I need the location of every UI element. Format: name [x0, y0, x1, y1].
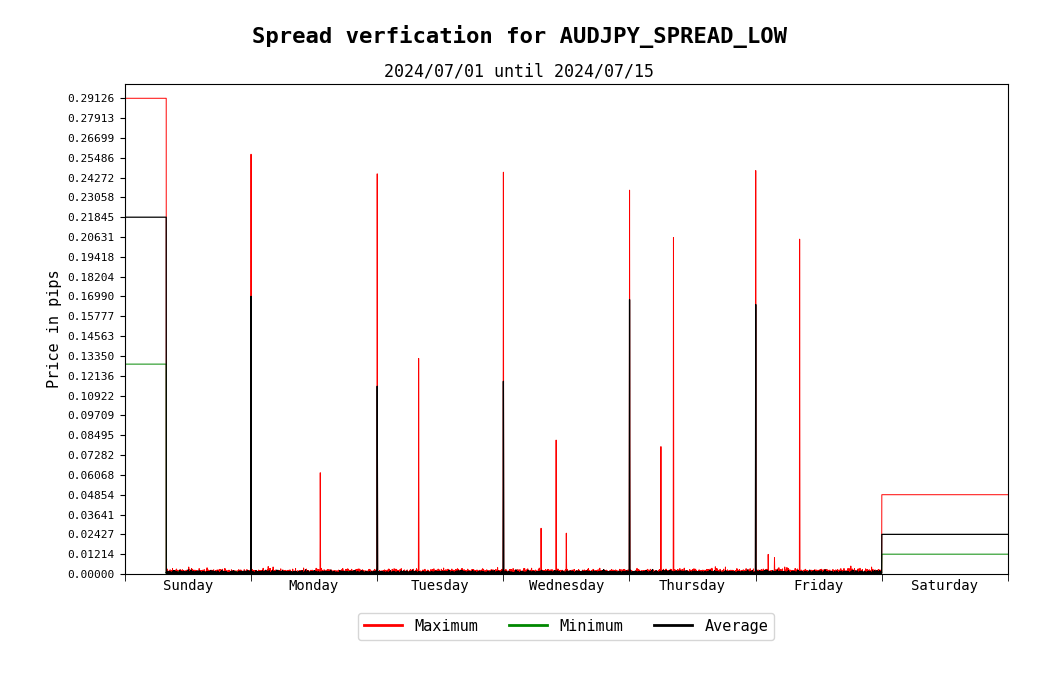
Line: Minimum: Minimum: [125, 364, 1008, 574]
Line: Maximum: Maximum: [125, 98, 1008, 574]
Minimum: [118, 360, 131, 368]
Minimum: [238, 570, 250, 578]
Legend: Maximum, Minimum, Average: Maximum, Minimum, Average: [358, 612, 774, 640]
Maximum: [370, 568, 382, 576]
Average: [370, 567, 382, 575]
Minimum: [686, 568, 698, 577]
Minimum: [355, 570, 368, 578]
Average: [118, 213, 131, 221]
Maximum: [1002, 491, 1014, 499]
Text: Spread verfication for AUDJPY_SPREAD_LOW: Spread verfication for AUDJPY_SPREAD_LOW: [252, 25, 787, 48]
Average: [686, 569, 698, 577]
Average: [139, 213, 152, 221]
Maximum: [118, 94, 131, 102]
Minimum: [139, 360, 152, 368]
Minimum: [781, 570, 794, 578]
Minimum: [370, 568, 382, 576]
Maximum: [686, 569, 698, 577]
Maximum: [781, 570, 794, 578]
Average: [781, 569, 794, 577]
Maximum: [238, 568, 250, 577]
Average: [1002, 530, 1014, 538]
Average: [501, 570, 513, 578]
Line: Average: Average: [125, 217, 1008, 574]
Maximum: [188, 570, 201, 578]
Maximum: [139, 94, 152, 102]
Average: [238, 569, 250, 577]
Minimum: [438, 570, 451, 578]
Minimum: [1002, 550, 1014, 559]
Y-axis label: Price in pips: Price in pips: [47, 270, 62, 388]
Average: [355, 568, 368, 576]
Text: 2024/07/01 until 2024/07/15: 2024/07/01 until 2024/07/15: [384, 63, 655, 81]
Maximum: [355, 568, 368, 576]
